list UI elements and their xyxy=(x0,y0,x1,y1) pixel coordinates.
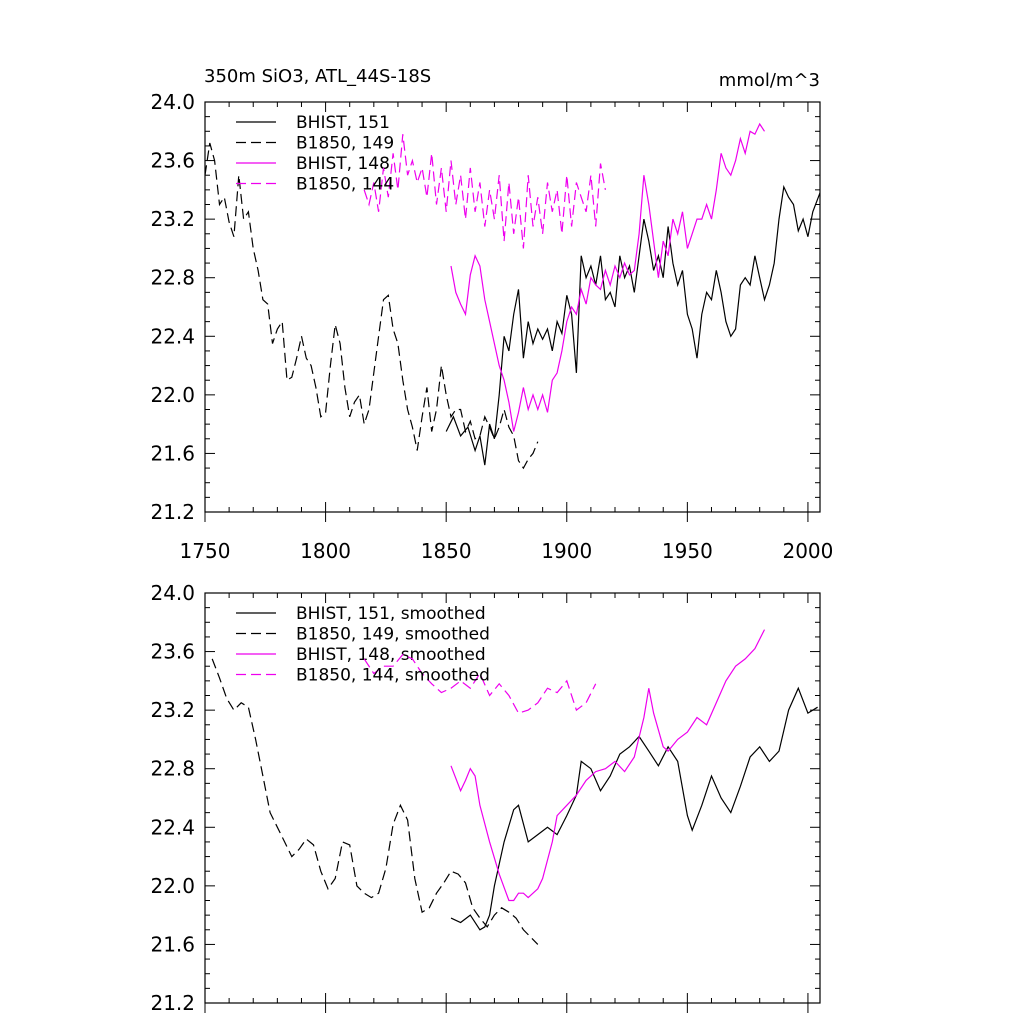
legend-label: BHIST, 148 xyxy=(296,154,390,174)
y-tick-label: 23.2 xyxy=(150,698,195,722)
y-tick-label: 22.8 xyxy=(150,757,195,781)
y-tick-label: 22.8 xyxy=(150,266,195,290)
bottom-panel: 21.2 21.6 22.0 22.4 22.8 23.2 23.6 24.0 BHIST, 1… xyxy=(150,581,821,1015)
series-line-b1850-144-smoothed xyxy=(363,653,597,714)
y-tick-label: 23.6 xyxy=(150,640,195,664)
series-line-b1850-149 xyxy=(205,142,539,470)
y-tick-label: 22.0 xyxy=(150,383,195,407)
legend-label: BHIST, 151 xyxy=(296,113,390,133)
x-tick-label: 1950 xyxy=(662,539,713,563)
legend-label: B1850, 149 xyxy=(296,134,394,154)
y-tick-label: 21.2 xyxy=(150,500,195,524)
legend-label: BHIST, 151, smoothed xyxy=(296,604,486,624)
chart-title-left: 350m SiO3, ATL_44S-18S xyxy=(204,66,431,87)
legend-label: BHIST, 148, smoothed xyxy=(296,645,486,665)
legend-label: B1850, 144 xyxy=(296,175,394,195)
y-tick-label: 23.2 xyxy=(150,207,195,231)
x-tick-label: 2000 xyxy=(782,539,833,563)
legend-label: B1850, 144, smoothed xyxy=(296,666,490,686)
series-line-bhist-151 xyxy=(445,184,820,466)
series-line-bhist-148 xyxy=(450,122,766,432)
x-tick-label: 1800 xyxy=(300,539,351,563)
x-tick-label: 1900 xyxy=(541,539,592,563)
series-line-b1850-144 xyxy=(363,134,606,249)
series-line-bhist-151-smoothed xyxy=(450,686,818,931)
legend-label: B1850, 149, smoothed xyxy=(296,625,490,645)
x-tick-label: 1750 xyxy=(180,539,231,563)
y-tick-label: 23.6 xyxy=(150,149,195,173)
y-tick-label: 22.0 xyxy=(150,874,195,898)
y-tick-label: 22.4 xyxy=(150,815,195,839)
series-line-bhist-148-smoothed xyxy=(450,629,766,902)
y-tick-label: 22.4 xyxy=(150,324,195,348)
chart-title-units: mmol/m^3 xyxy=(719,70,820,91)
y-tick-label: 24.0 xyxy=(150,90,195,114)
y-tick-label: 21.6 xyxy=(150,932,195,956)
y-tick-label: 24.0 xyxy=(150,581,195,605)
top-panel: 21.2 21.6 22.0 22.4 22.8 23.2 23.6 24.0 1750 1800… xyxy=(150,90,833,563)
series-line-b1850-149-smoothed xyxy=(211,658,539,945)
x-tick-label: 1850 xyxy=(421,539,472,563)
y-tick-label: 21.2 xyxy=(150,991,195,1015)
y-tick-label: 21.6 xyxy=(150,441,195,465)
